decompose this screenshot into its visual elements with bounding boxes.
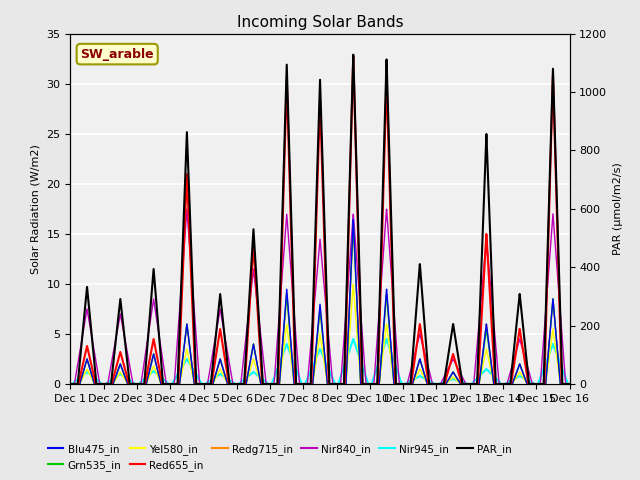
Y-axis label: Solar Radiation (W/m2): Solar Radiation (W/m2) xyxy=(31,144,41,274)
Legend: Blu475_in, Grn535_in, Yel580_in, Red655_in, Redg715_in, Nir840_in, Nir945_in, PA: Blu475_in, Grn535_in, Yel580_in, Red655_… xyxy=(44,439,516,475)
Title: Incoming Solar Bands: Incoming Solar Bands xyxy=(237,15,403,30)
Text: SW_arable: SW_arable xyxy=(81,48,154,60)
Y-axis label: PAR (μmol/m2/s): PAR (μmol/m2/s) xyxy=(613,162,623,255)
